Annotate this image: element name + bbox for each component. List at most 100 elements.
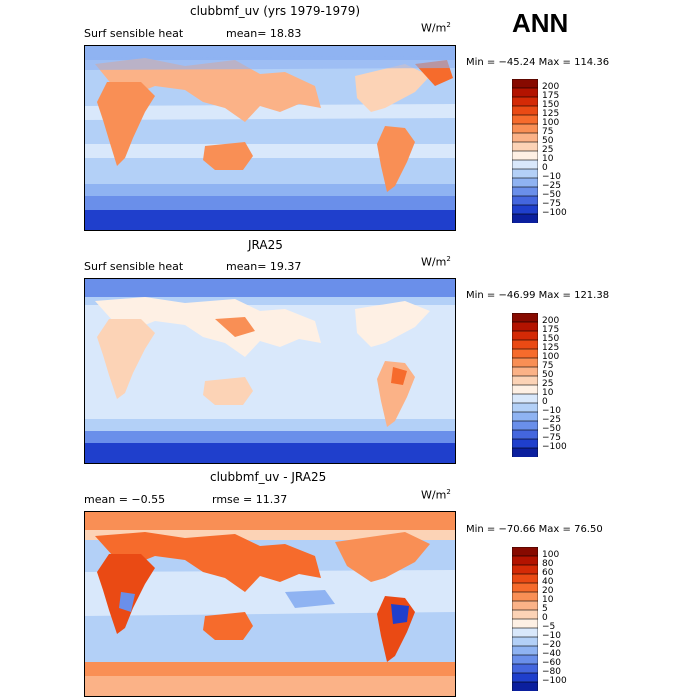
colorbar-swatch <box>511 330 539 341</box>
colorbar-tick-label: −50 <box>542 190 561 200</box>
map-plot <box>85 279 455 463</box>
colorbar-tick-label: 60 <box>542 568 554 578</box>
colorbar-swatch <box>511 366 539 377</box>
colorbar-tick-label: 175 <box>542 91 560 101</box>
colorbar-tick-label: 75 <box>542 127 554 137</box>
colorbar-tick-label: 25 <box>542 379 554 389</box>
map-diff <box>84 511 456 697</box>
colorbar-swatch <box>511 357 539 368</box>
colorbar-tick-label: 50 <box>542 370 554 380</box>
colorbar-swatch <box>511 582 539 593</box>
colorbar-tick-label: 10 <box>542 388 554 398</box>
colorbar-tick-label: −5 <box>542 622 556 632</box>
map-obs <box>84 278 456 464</box>
colorbar-tick-label: 0 <box>542 613 548 623</box>
panel-title: clubbmf_uv (yrs 1979-1979) <box>190 4 361 18</box>
colorbar-swatch <box>511 150 539 161</box>
colorbar-swatch <box>511 429 539 440</box>
map-model <box>84 45 456 231</box>
colorbar-swatches <box>511 312 539 458</box>
colorbar-tick-label: 0 <box>542 163 548 173</box>
variable-label: Surf sensible heat <box>84 27 184 40</box>
colorbar-swatch <box>511 654 539 665</box>
colorbar-swatches <box>511 78 539 224</box>
colorbar-tick-label: 175 <box>542 325 560 335</box>
colorbar-swatch <box>511 546 539 557</box>
colorbar-tick-label: −25 <box>542 415 561 425</box>
colorbar-swatch <box>511 321 539 332</box>
units-label: W/m2 <box>421 255 451 269</box>
map-plot <box>85 46 455 230</box>
colorbar-swatch <box>511 681 539 692</box>
colorbar-tick-label: 200 <box>542 82 560 92</box>
colorbar-tick-label: −100 <box>542 676 567 686</box>
colorbar-swatch <box>511 663 539 674</box>
colorbar-tick-label: 40 <box>542 577 554 587</box>
map-plot <box>85 512 455 696</box>
colorbar-swatch <box>511 384 539 395</box>
colorbar-tick-label: 100 <box>542 550 560 560</box>
colorbar-swatch <box>511 600 539 611</box>
mean-label: mean= 18.83 <box>226 27 302 40</box>
colorbar-swatch <box>511 186 539 197</box>
colorbar-swatch <box>511 123 539 134</box>
colorbar-swatch <box>511 339 539 350</box>
colorbar-swatch <box>511 438 539 449</box>
colorbar-tick-label: 5 <box>542 604 548 614</box>
min-max-label: Min = −46.99 Max = 121.38 <box>466 290 610 301</box>
colorbar-swatch <box>511 159 539 170</box>
colorbar-swatch <box>511 402 539 413</box>
colorbar-swatch <box>511 96 539 107</box>
colorbar-tick-label: −40 <box>542 649 561 659</box>
colorbar-swatches <box>511 546 539 692</box>
panel-title: JRA25 <box>248 238 283 252</box>
colorbar-swatch <box>511 195 539 206</box>
min-max-label: Min = −70.66 Max = 76.50 <box>466 524 603 535</box>
mean-label: mean = −0.55 <box>84 493 166 506</box>
colorbar-swatch <box>511 132 539 143</box>
colorbar-swatch <box>511 114 539 125</box>
colorbar-tick-label: −80 <box>542 667 561 677</box>
colorbar-tick-label: −60 <box>542 658 561 668</box>
colorbar-swatch <box>511 177 539 188</box>
colorbar-swatch <box>511 627 539 638</box>
colorbar-tick-label: −20 <box>542 640 561 650</box>
colorbar-tick-label: −100 <box>542 208 567 218</box>
colorbar-swatch <box>511 618 539 629</box>
rmse-label: rmse = 11.37 <box>212 493 288 506</box>
colorbar-swatch <box>511 78 539 89</box>
colorbar-swatch <box>511 168 539 179</box>
panel-title: clubbmf_uv - JRA25 <box>210 470 327 484</box>
colorbar <box>511 78 539 224</box>
colorbar-swatch <box>511 141 539 152</box>
colorbar-tick-label: 25 <box>542 145 554 155</box>
colorbar-tick-label: −75 <box>542 199 561 209</box>
colorbar-swatch <box>511 213 539 224</box>
colorbar-swatch <box>511 447 539 458</box>
colorbar-tick-label: 50 <box>542 136 554 146</box>
colorbar-tick-label: 150 <box>542 100 560 110</box>
colorbar-tick-label: −100 <box>542 442 567 452</box>
season-label: ANN <box>512 8 569 38</box>
colorbar-tick-label: 20 <box>542 586 554 596</box>
colorbar-tick-label: 0 <box>542 397 548 407</box>
colorbar-tick-label: −50 <box>542 424 561 434</box>
colorbar-swatch <box>511 393 539 404</box>
colorbar-swatch <box>511 555 539 566</box>
units-label: W/m2 <box>421 488 451 502</box>
min-max-label: Min = −45.24 Max = 114.36 <box>466 57 610 68</box>
colorbar-swatch <box>511 564 539 575</box>
colorbar-tick-label: 80 <box>542 559 554 569</box>
colorbar-tick-label: 125 <box>542 109 560 119</box>
colorbar-swatch <box>511 87 539 98</box>
colorbar-tick-label: −10 <box>542 631 561 641</box>
colorbar-tick-label: −75 <box>542 433 561 443</box>
variable-label: Surf sensible heat <box>84 260 184 273</box>
colorbar-swatch <box>511 420 539 431</box>
colorbar-tick-label: −25 <box>542 181 561 191</box>
colorbar-tick-label: 10 <box>542 154 554 164</box>
colorbar-swatch <box>511 636 539 647</box>
colorbar <box>511 546 539 692</box>
colorbar-tick-label: 100 <box>542 352 560 362</box>
colorbar-tick-label: 100 <box>542 118 560 128</box>
